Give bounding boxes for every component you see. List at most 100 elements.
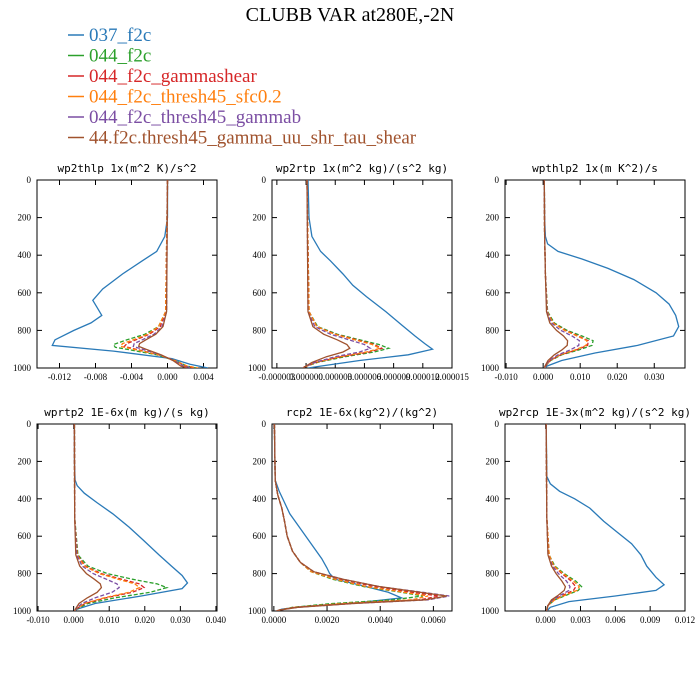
panel-title: wp2thlp 1x(m^2 K)/s^2 [57, 162, 196, 175]
plot-frame [36, 423, 218, 612]
y-tick-label: 600 [18, 288, 32, 298]
series-line-1 [73, 424, 189, 611]
legend-label: 044_f2c [89, 46, 151, 67]
x-tick-label: 0.030 [170, 615, 191, 625]
x-tick-label: 0.020 [607, 372, 628, 382]
figure-title: CLUBB VAR at280E,-2N [246, 4, 455, 26]
x-tick-label: -0.010 [26, 615, 50, 625]
series-line-4 [543, 180, 588, 368]
y-tick-label: 0 [495, 419, 500, 429]
legend-label: 044_f2c_thresh45_gammab [89, 107, 301, 128]
panel-2: wp2rtp 1x(m^2 kg)/(s^2 kg) 0 200 400 600 800 1… [248, 162, 469, 382]
series-line-2 [302, 180, 391, 368]
x-tick-label: 0.006 [605, 615, 626, 625]
x-tick-label: 0.020 [135, 615, 156, 625]
x-tick-label: -0.000003 [258, 372, 295, 382]
x-tick-label: 0.000009 [377, 372, 411, 382]
y-tick-label: 200 [18, 456, 32, 466]
y-tick-label: 200 [253, 213, 267, 223]
x-tick-label: 0.040 [206, 615, 227, 625]
y-tick-label: 800 [18, 325, 32, 335]
y-tick-label: 800 [253, 325, 267, 335]
legend-entry: 037_f2c [68, 25, 151, 46]
x-tick-label: 0.010 [99, 615, 120, 625]
panel-title: wpthlp2 1x(m K^2)/s [532, 162, 658, 175]
legend-label: 037_f2c [89, 25, 151, 46]
y-tick-label: 1000 [248, 606, 267, 616]
series-line-6 [543, 180, 569, 368]
y-tick-label: 0 [27, 419, 32, 429]
y-tick-label: 200 [486, 456, 500, 466]
series-group [545, 424, 666, 611]
y-tick-label: 400 [486, 494, 500, 504]
y-tick-label: 800 [18, 569, 32, 579]
series-line-6 [273, 424, 447, 611]
y-tick-label: 200 [486, 213, 500, 223]
y-tick-label: 0 [262, 175, 267, 185]
y-tick-label: 200 [253, 456, 267, 466]
series-line-1 [543, 180, 680, 368]
y-tick-label: 600 [18, 531, 32, 541]
x-tick-label: 0.000 [64, 615, 85, 625]
series-line-5 [545, 424, 571, 611]
legend-entry: 44.f2c.thresh45_gamma_uu_shr_tau_shear [68, 128, 417, 149]
panel-5: rcp2 1E-6x(kg^2)/(kg^2) 0 200 400 600 800 1000… [248, 406, 453, 625]
series-group [302, 180, 435, 368]
series-line-4 [302, 180, 382, 368]
y-tick-label: 600 [253, 531, 267, 541]
x-tick-label: -0.004 [120, 372, 144, 382]
x-tick-label: 0.012 [675, 615, 695, 625]
series-line-4 [273, 424, 429, 611]
y-tick-label: 0 [262, 419, 267, 429]
panel-4: wprtp2 1E-6x(m kg)/(s kg) 0 200 400 600 800 10… [13, 406, 227, 625]
plot-frame [271, 423, 453, 612]
x-tick-label: 0.000 [533, 372, 554, 382]
y-tick-label: 200 [18, 213, 32, 223]
legend-entry: 044_f2c [68, 46, 151, 67]
y-tick-label: 800 [486, 325, 500, 335]
series-line-3 [273, 424, 439, 611]
panel-1: wp2thlp 1x(m^2 K)/s^2 0 200 400 600 800 1000 -0… [13, 162, 218, 382]
y-tick-label: 400 [253, 250, 267, 260]
series-line-5 [73, 424, 121, 611]
y-tick-label: 1000 [248, 363, 267, 373]
x-tick-label: 0.030 [644, 372, 665, 382]
panel-3: wpthlp2 1x(m K^2)/s 0 200 400 600 800 1000-0.0… [481, 162, 686, 382]
x-tick-label: 0.000 [157, 372, 178, 382]
series-line-5 [302, 180, 372, 368]
y-tick-label: 400 [253, 494, 267, 504]
panel-title: rcp2 1E-6x(kg^2)/(kg^2) [286, 406, 438, 419]
series-group [543, 180, 680, 368]
series-line-5 [543, 180, 581, 368]
legend-label: 044_f2c_gammashear [89, 66, 257, 87]
x-tick-label: 0.0020 [315, 615, 340, 625]
panel-title: wp2rtp 1x(m^2 kg)/(s^2 kg) [276, 162, 448, 175]
y-tick-label: 400 [486, 250, 500, 260]
x-tick-label: -0.012 [48, 372, 71, 382]
y-tick-label: 1000 [13, 363, 32, 373]
series-group [51, 180, 209, 368]
x-tick-label: 0.009 [640, 615, 661, 625]
x-tick-label: 0.000006 [348, 372, 382, 382]
legend-label: 44.f2c.thresh45_gamma_uu_shr_tau_shear [89, 128, 417, 149]
series-group [73, 424, 189, 611]
series-line-4 [119, 180, 199, 368]
series-line-6 [137, 180, 188, 368]
legend-entry: 044_f2c_gammashear [68, 66, 257, 87]
x-tick-label: 0.000003 [318, 372, 352, 382]
y-tick-label: 600 [253, 288, 267, 298]
series-line-6 [73, 424, 103, 611]
series-line-1 [51, 180, 209, 368]
panel-title: wprtp2 1E-6x(m kg)/(s kg) [44, 406, 210, 419]
series-line-3 [545, 424, 577, 611]
x-tick-label: 0.000000 [289, 372, 323, 382]
y-tick-label: 1000 [481, 606, 500, 616]
y-tick-label: 800 [486, 569, 500, 579]
x-tick-label: -0.010 [494, 372, 518, 382]
series-line-3 [73, 424, 146, 611]
y-tick-label: 800 [253, 569, 267, 579]
panels: wp2thlp 1x(m^2 K)/s^202004006008001000-0… [13, 162, 695, 625]
x-tick-label: 0.010 [570, 372, 591, 382]
